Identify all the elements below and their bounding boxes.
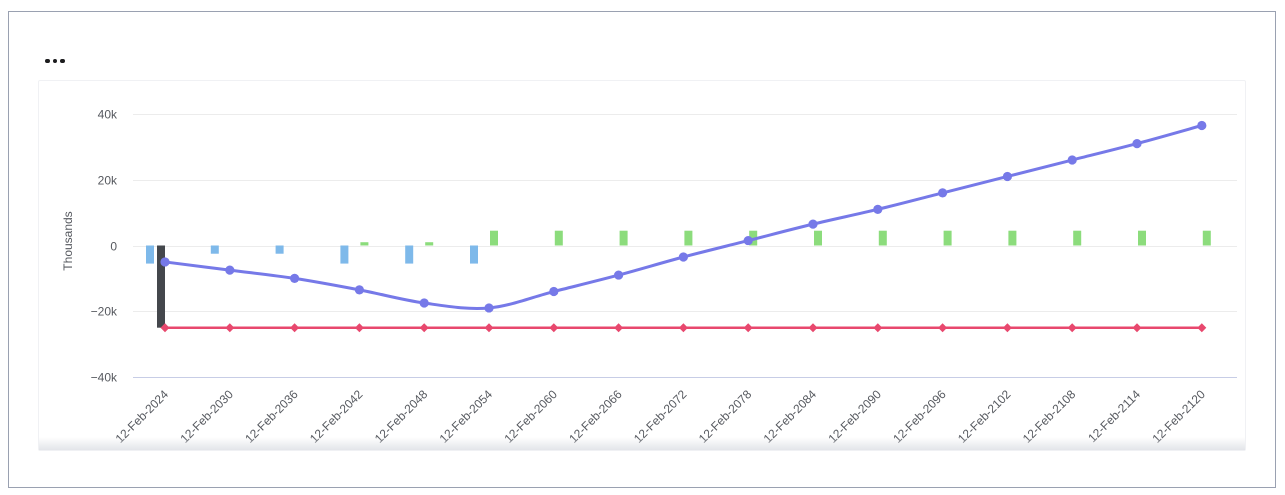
y-axis-title: Thousands [61,211,75,270]
green-bar[interactable] [684,230,693,246]
diamond-point-marker[interactable] [419,323,429,333]
diamond-point-marker[interactable] [354,323,364,333]
red-line-series [160,323,1207,333]
green-bar[interactable] [1138,230,1146,246]
diamond-point-marker[interactable] [1197,323,1207,333]
line-point-marker[interactable] [290,273,300,283]
chart-panel: 40k 20k 0 −20k −40k Thousands 12-Feb-2024 12-Fe… [8,11,1276,488]
y-tick-label: −40k [91,371,118,385]
green-bar[interactable] [554,230,563,246]
diamond-point-marker[interactable] [225,323,235,333]
x-tick-label: 12-Feb-2102 [955,387,1014,446]
x-tick-label: 12-Feb-2120 [1149,387,1208,446]
x-tick-label: 12-Feb-2114 [1085,387,1143,445]
x-tick-label: 12-Feb-2078 [696,387,755,446]
line-point-marker[interactable] [484,303,494,313]
green-bar[interactable] [878,230,887,246]
diamond-point-marker[interactable] [484,323,494,333]
line-point-marker[interactable] [873,204,883,214]
line-point-marker[interactable] [938,188,948,198]
ellipsis-icon [60,58,65,64]
chart-card: 40k 20k 0 −20k −40k Thousands 12-Feb-2024 12-Fe… [38,80,1246,451]
x-tick-label: 12-Feb-2066 [566,387,625,446]
blue-bar[interactable] [405,245,414,264]
blue-bar[interactable] [275,245,284,254]
x-tick-label: 12-Feb-2024 [113,387,172,446]
diamond-point-marker[interactable] [160,323,170,333]
context-menu-button[interactable] [43,52,71,70]
line-point-marker[interactable] [549,286,559,297]
ellipsis-icon [52,58,57,64]
line-point-marker[interactable] [614,270,624,280]
purple-line [163,124,1204,310]
diamond-point-marker[interactable] [549,323,559,333]
diamond-point-marker[interactable] [1067,323,1077,333]
line-point-marker[interactable] [1002,171,1013,182]
diamond-point-marker[interactable] [1002,323,1012,333]
blue-bar[interactable] [146,245,154,264]
y-gridlines [133,114,1237,378]
green-bar[interactable] [619,230,628,246]
blue-bar[interactable] [470,245,478,264]
x-tick-label: 12-Feb-2096 [890,387,949,446]
line-point-marker[interactable] [419,298,429,308]
y-axis-labels: 40k 20k 0 −20k −40k [91,108,118,385]
purple-line-series [160,120,1207,313]
blue-bars-series [146,245,478,264]
y-tick-label: −20k [91,305,118,319]
diamond-point-marker[interactable] [743,323,753,333]
x-tick-label: 12-Feb-2030 [177,387,236,446]
diamond-point-marker[interactable] [678,323,688,333]
x-tick-label: 12-Feb-2060 [501,387,560,446]
green-bar[interactable] [1202,230,1211,246]
y-tick-label: 20k [98,174,118,188]
x-tick-label: 12-Feb-2090 [825,387,884,446]
line-point-marker[interactable] [1132,138,1142,149]
green-bar[interactable] [1008,230,1017,246]
y-tick-label: 0 [110,240,117,254]
line-point-marker[interactable] [808,219,818,229]
diamond-point-marker[interactable] [873,323,883,333]
diamond-point-marker[interactable] [290,323,300,333]
green-bars-series [360,230,1211,246]
x-tick-label: 12-Feb-2036 [242,387,301,446]
line-point-marker[interactable] [743,235,753,246]
line-point-marker[interactable] [1067,155,1077,165]
y-tick-label: 40k [98,108,118,122]
green-bar[interactable] [943,230,952,246]
line-point-marker[interactable] [678,252,689,262]
x-axis-labels: 12-Feb-2024 12-Feb-2030 12-Feb-2036 12-Feb-… [113,387,1209,446]
x-tick-label: 12-Feb-2048 [372,387,431,446]
x-tick-label: 12-Feb-2042 [307,387,366,446]
x-tick-label: 12-Feb-2072 [631,387,690,446]
diamond-point-marker[interactable] [808,323,818,333]
dark-bar[interactable] [157,245,165,328]
green-bar[interactable] [360,242,369,246]
green-bar[interactable] [1073,230,1082,246]
diamond-point-marker[interactable] [938,323,948,333]
ellipsis-icon [45,58,50,64]
line-point-marker[interactable] [160,257,170,267]
green-bar[interactable] [490,230,498,246]
dark-bar-series [157,245,165,328]
x-tick-label: 12-Feb-2054 [437,387,496,446]
green-bar[interactable] [814,230,822,246]
x-tick-label: 12-Feb-2084 [761,387,820,446]
green-bar[interactable] [425,242,434,246]
x-tick-label: 12-Feb-2108 [1020,387,1079,446]
diamond-point-marker[interactable] [614,323,624,333]
blue-bar[interactable] [340,245,349,264]
blue-bar[interactable] [210,245,219,254]
line-point-marker[interactable] [225,265,235,275]
line-point-marker[interactable] [1197,120,1207,131]
diamond-point-marker[interactable] [1132,323,1142,333]
line-point-marker[interactable] [354,285,364,295]
